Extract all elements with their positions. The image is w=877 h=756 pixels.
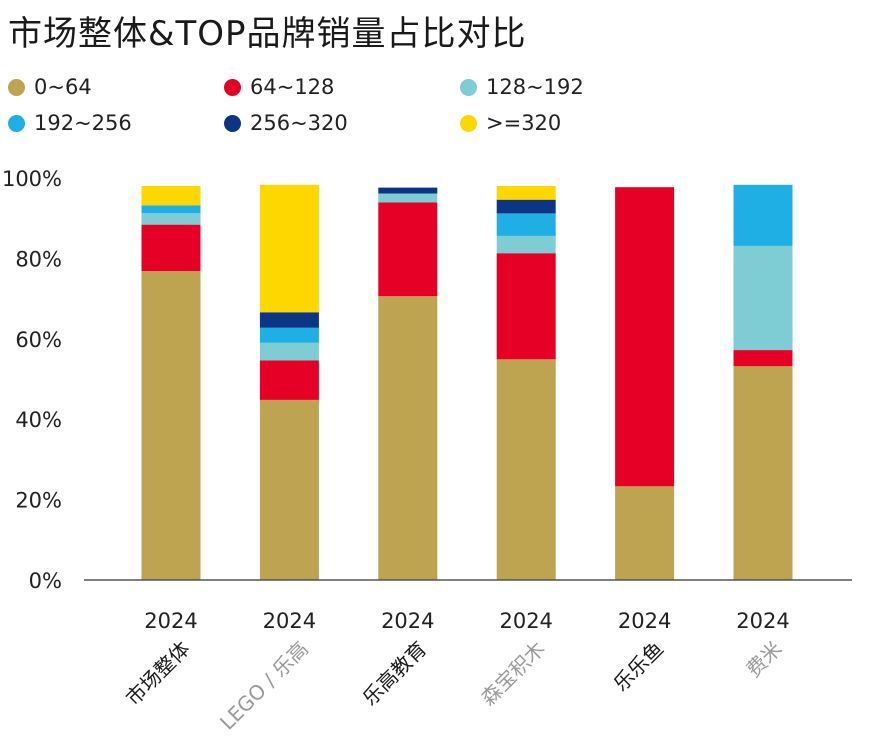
bar-segment-0-64 — [733, 366, 793, 580]
bar-segment-256-320 — [496, 199, 556, 214]
legend-swatch-0-64 — [8, 78, 25, 96]
x-tick-label: 2024 — [263, 609, 316, 633]
y-tick-label: 20% — [15, 489, 62, 513]
category-name-label: 乐乐鱼 — [609, 637, 668, 696]
category-name-label: 市场整体 — [121, 637, 195, 711]
bar-segment-0-64 — [141, 271, 201, 580]
bar-segment-0-64 — [496, 359, 556, 580]
bar-segment-gte-320 — [141, 186, 201, 206]
category-name-label: LEGO / 乐高 — [215, 637, 313, 735]
legend-label: 192~256 — [34, 111, 132, 135]
chart-title: 市场整体&TOP品牌销量占比对比 — [8, 14, 527, 54]
legend-label: 128~192 — [486, 75, 584, 99]
category-name-label: 费米 — [741, 637, 786, 682]
y-tick-label: 100% — [2, 167, 62, 191]
bar-segment-192-256 — [141, 205, 201, 214]
legend-swatch-gte-320 — [460, 114, 477, 132]
legend-item-256-320: 256~320 — [224, 110, 460, 136]
legend-swatch-128-192 — [460, 78, 477, 96]
bar-segment-128-192 — [496, 235, 556, 254]
x-tick-label: 2024 — [144, 609, 197, 633]
x-tick-label: 2024 — [381, 609, 434, 633]
legend-item-0-64: 0~64 — [8, 74, 224, 100]
legend-label: 64~128 — [250, 75, 335, 99]
bar-segment-256-320 — [259, 312, 319, 328]
bar-segment-192-256 — [259, 327, 319, 343]
bar-segment-128-192 — [378, 193, 438, 203]
bar-segment-0-64 — [615, 486, 675, 580]
bar-segment-gte-320 — [496, 186, 556, 200]
x-tick-label: 2024 — [618, 609, 671, 633]
legend-label: 0~64 — [34, 75, 92, 99]
bar-segment-0-64 — [378, 296, 438, 580]
x-tick-label: 2024 — [499, 609, 552, 633]
y-tick-label: 40% — [15, 408, 62, 432]
bar-segment-128-192 — [733, 245, 793, 350]
y-tick-label: 80% — [15, 247, 62, 271]
x-tick-label: 2024 — [736, 609, 789, 633]
bar-segment-128-192 — [259, 342, 319, 361]
legend-item-128-192: 128~192 — [460, 74, 650, 100]
legend-swatch-256-320 — [224, 114, 241, 132]
bar-segment-192-256 — [733, 184, 793, 246]
bar-segment-64-128 — [378, 202, 438, 297]
category-name-label: 森宝积木 — [476, 637, 550, 711]
legend-item-192-256: 192~256 — [8, 110, 224, 136]
bar-segment-192-256 — [496, 213, 556, 236]
legend-swatch-64-128 — [224, 78, 241, 96]
bar-segment-64-128 — [141, 224, 201, 272]
bar-segment-gte-320 — [259, 184, 319, 313]
bar-segment-64-128 — [259, 360, 319, 400]
legend-label: 256~320 — [250, 111, 348, 135]
y-tick-label: 0% — [29, 569, 62, 593]
category-name-label: 乐高教育 — [358, 637, 432, 711]
legend-item-64-128: 64~128 — [224, 74, 460, 100]
y-tick-label: 60% — [15, 328, 62, 352]
bar-segment-64-128 — [496, 253, 556, 360]
bar-segment-64-128 — [615, 187, 675, 487]
legend: 0~64 64~128 128~192 192~256 256~320 >=32… — [8, 74, 648, 136]
legend-label: >=320 — [486, 111, 562, 135]
legend-item-gte-320: >=320 — [460, 110, 650, 136]
bar-segment-256-320 — [378, 187, 438, 194]
bar-segment-0-64 — [259, 399, 319, 580]
bar-segment-64-128 — [733, 350, 793, 367]
bar-segment-128-192 — [141, 213, 201, 225]
legend-swatch-192-256 — [8, 114, 25, 132]
